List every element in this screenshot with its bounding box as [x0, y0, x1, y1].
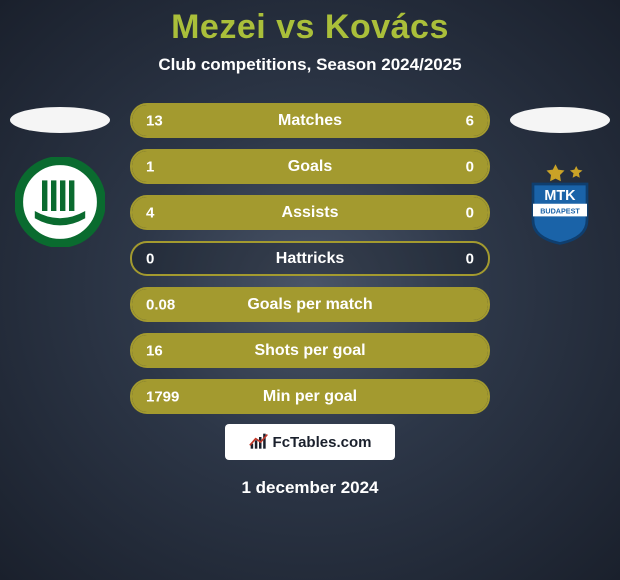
svg-text:MTK: MTK	[544, 188, 576, 204]
stat-label: Goals per match	[247, 296, 372, 314]
stat-label: Matches	[278, 112, 342, 130]
stat-label: Shots per goal	[254, 342, 365, 360]
stat-value-left: 13	[146, 112, 163, 129]
stat-label: Min per goal	[263, 388, 357, 406]
stat-value-right: 0	[466, 204, 474, 221]
crest-right-icon: MTK BUDAPEST	[515, 157, 605, 247]
stat-row: 13 Matches 6	[130, 103, 490, 138]
stat-label: Assists	[282, 204, 339, 222]
chart-icon	[249, 433, 269, 451]
stat-row: 4 Assists 0	[130, 195, 490, 230]
stat-label: Goals	[288, 158, 332, 176]
stat-row: 1 Goals 0	[130, 149, 490, 184]
stat-value-right: 0	[466, 250, 474, 267]
watermark-badge: FcTables.com	[225, 424, 395, 460]
player-right-column: MTK BUDAPEST	[500, 103, 620, 247]
stat-row: 0.08 Goals per match	[130, 287, 490, 322]
date-label: 1 december 2024	[241, 478, 378, 498]
stat-value-left: 0	[146, 250, 154, 267]
player-right-avatar	[510, 107, 610, 133]
stat-value-left: 0.08	[146, 296, 175, 313]
stats-column: 13 Matches 6 1 Goals 0 4 Assists 0 0 Hattricks 0 0.0…	[130, 103, 490, 414]
club-crest-right: MTK BUDAPEST	[515, 157, 605, 247]
stat-value-right: 0	[466, 158, 474, 175]
stat-row: 16 Shots per goal	[130, 333, 490, 368]
stat-value-left: 1	[146, 158, 154, 175]
stat-value-left: 16	[146, 342, 163, 359]
main-row: 2006 13 Matches 6 1 Goals 0 4 Assists 0 0 Hattrick…	[0, 103, 620, 414]
player-left-column: 2006	[0, 103, 120, 247]
stat-value-left: 1799	[146, 388, 179, 405]
stat-value-left: 4	[146, 204, 154, 221]
stat-label: Hattricks	[276, 250, 344, 268]
watermark-text: FcTables.com	[273, 434, 372, 451]
stat-row: 1799 Min per goal	[130, 379, 490, 414]
svg-text:BUDAPEST: BUDAPEST	[540, 207, 580, 216]
stat-value-right: 6	[466, 112, 474, 129]
stat-row: 0 Hattricks 0	[130, 241, 490, 276]
player-left-avatar	[10, 107, 110, 133]
club-crest-left: 2006	[15, 157, 105, 247]
crest-left-icon: 2006	[15, 157, 105, 247]
subtitle: Club competitions, Season 2024/2025	[158, 55, 461, 75]
container: Mezei vs Kovács Club competitions, Seaso…	[0, 0, 620, 580]
page-title: Mezei vs Kovács	[171, 8, 449, 47]
svg-text:2006: 2006	[51, 169, 69, 178]
